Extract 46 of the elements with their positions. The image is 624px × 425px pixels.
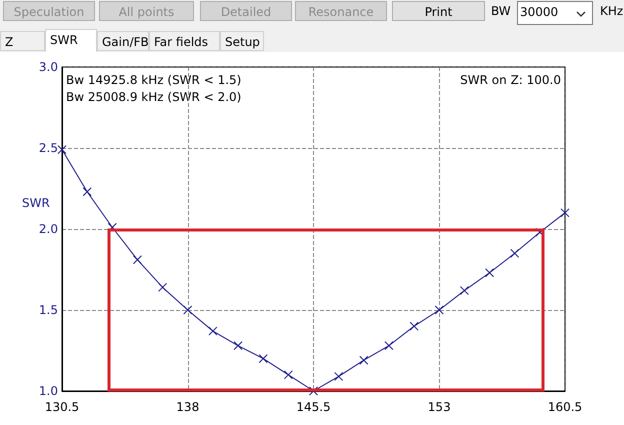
point [460, 286, 469, 296]
point [384, 341, 394, 350]
point [560, 208, 570, 218]
text: Gain/FB [97, 31, 149, 51]
annotation: SWR on Z: 100.0 [460, 73, 561, 87]
text: Far fields [149, 31, 220, 51]
text: 30000 [517, 1, 593, 25]
point [434, 306, 444, 314]
point [158, 282, 168, 292]
x-tick-label: 160.5 [548, 400, 582, 414]
point [485, 268, 494, 278]
y-tick-label: 2.5 [38, 141, 58, 155]
x-tick-label: 130.5 [44, 400, 80, 414]
point [82, 187, 92, 196]
x-tick-label: 145.5 [296, 400, 331, 414]
annotation: Bw 25008.9 kHz (SWR < 2.0) [66, 90, 242, 104]
point [410, 322, 419, 331]
y-tick-label: 1.5 [38, 303, 58, 317]
point [258, 354, 268, 364]
text: SWR [45, 29, 97, 52]
point [284, 370, 293, 380]
text: Z [0, 31, 45, 51]
y-axis-title: SWR [22, 196, 50, 210]
point [334, 372, 344, 381]
annotation: Bw 14925.8 kHz (SWR < 1.5) [66, 73, 242, 87]
point [309, 386, 318, 396]
x-tick-label: 138 [176, 400, 200, 414]
text: Detailed [200, 1, 292, 21]
text: Print [392, 1, 485, 21]
text: Setup [220, 31, 264, 51]
y-tick-label: 1.0 [38, 384, 58, 398]
point [132, 255, 142, 264]
text: KHz [600, 4, 624, 18]
point [58, 145, 66, 154]
y-tick-label: 3.0 [38, 60, 58, 74]
point [234, 341, 243, 350]
point [510, 248, 520, 258]
x-tick-label: 153 [428, 400, 451, 414]
text: All points [99, 1, 194, 21]
y-tick-label: 2.0 [38, 222, 58, 236]
point [208, 326, 218, 336]
point [183, 306, 192, 314]
point [359, 356, 368, 365]
text: BW [491, 4, 511, 18]
text: Speculation [3, 1, 95, 21]
text: Resonance [295, 1, 387, 21]
